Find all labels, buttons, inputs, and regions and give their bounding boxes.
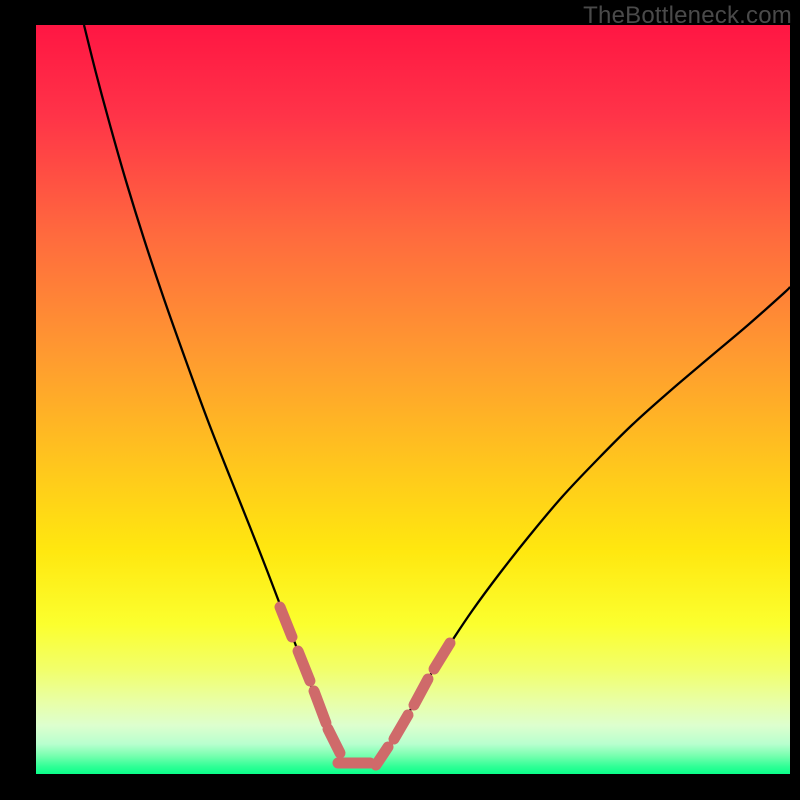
plot-background [36,25,790,774]
bottleneck-chart [0,0,800,800]
chart-viewport: TheBottleneck.com [0,0,800,800]
